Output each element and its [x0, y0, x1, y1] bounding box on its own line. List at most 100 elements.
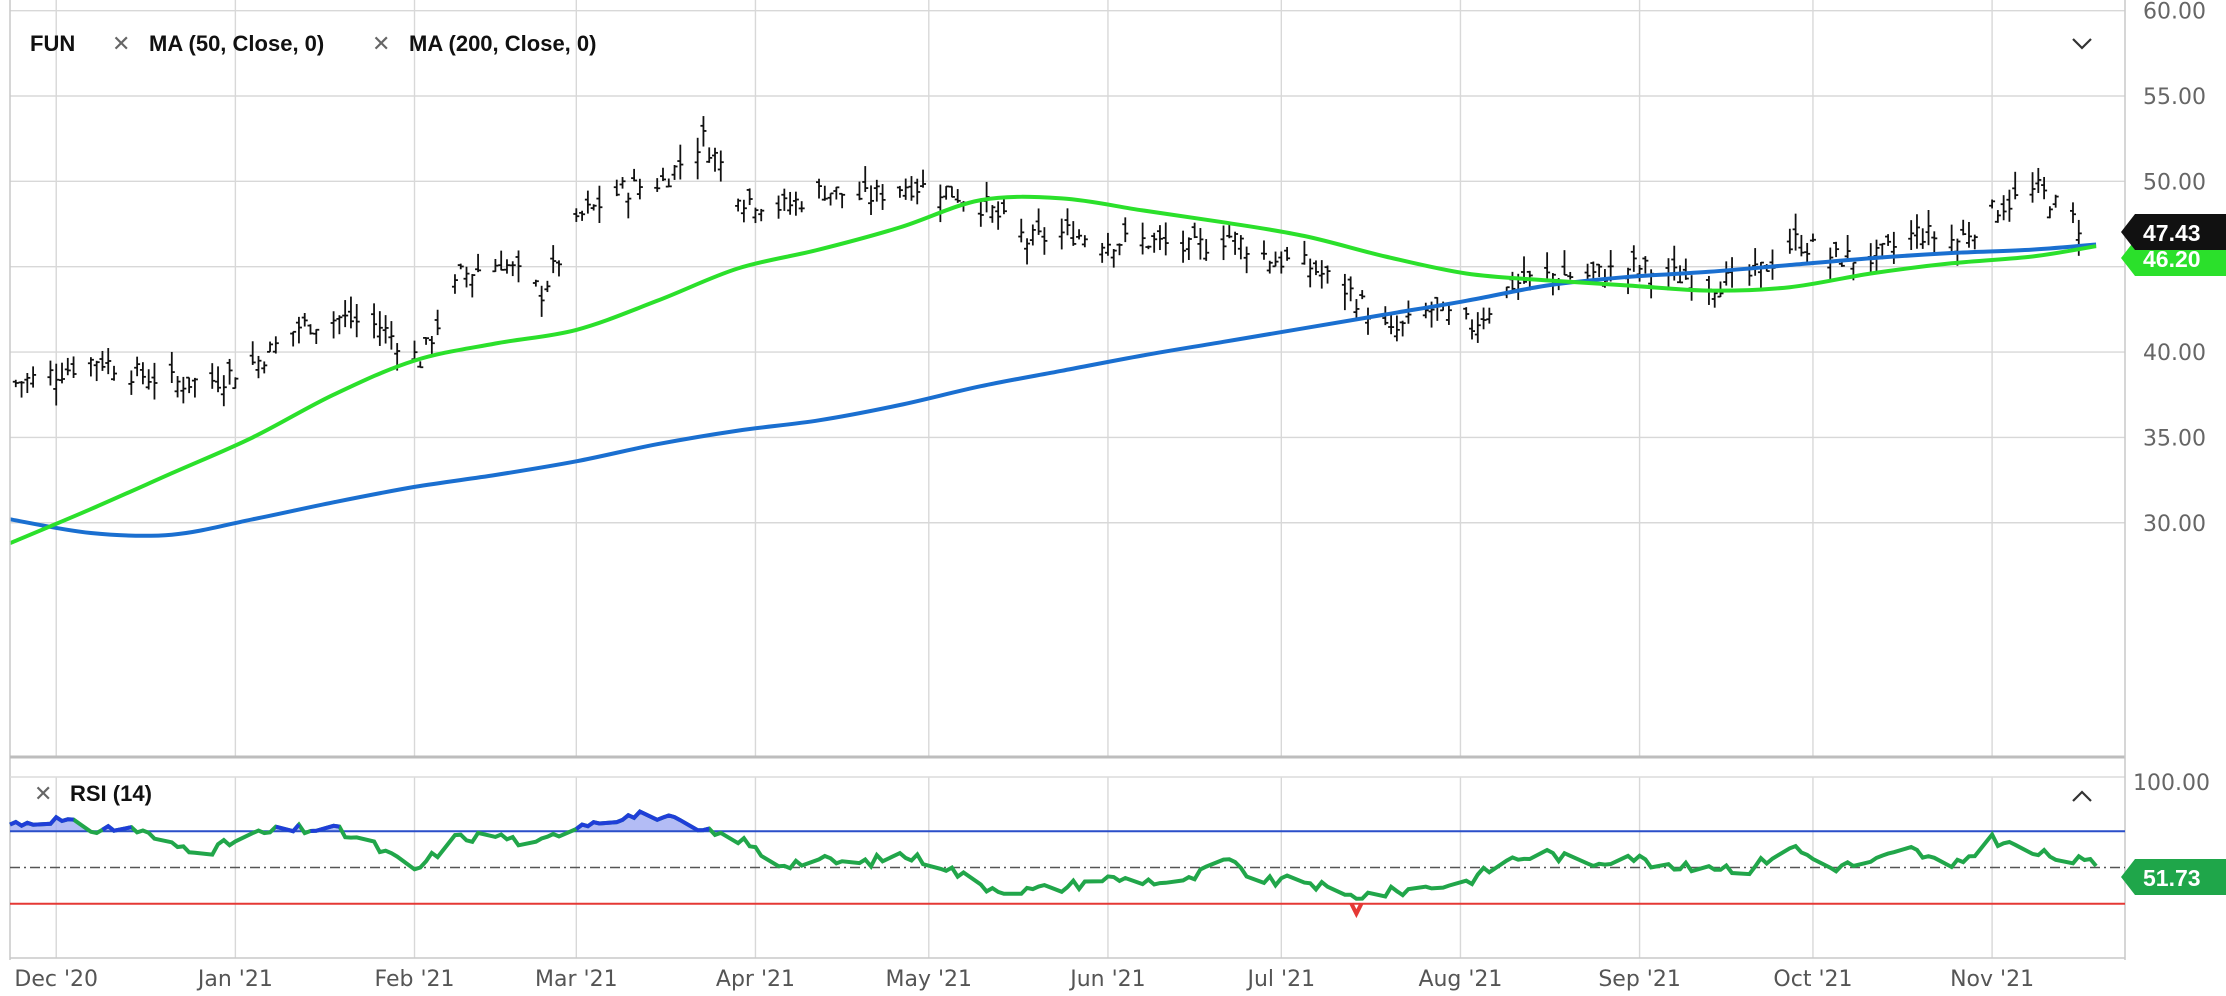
price-bar	[1122, 217, 1129, 243]
price-bar	[417, 361, 424, 369]
main-legend: FUN ✕ MA (50, Close, 0) ✕ MA (200, Close…	[30, 31, 2092, 57]
price-bar	[1278, 251, 1285, 274]
price-bar	[1145, 245, 1152, 250]
symbol-label: FUN	[30, 31, 75, 56]
price-bar	[1185, 237, 1192, 261]
price-bar	[821, 185, 828, 201]
price-bar	[1786, 228, 1793, 254]
price-bar	[2041, 176, 2048, 200]
price-bar	[619, 177, 626, 189]
price-bar	[423, 336, 430, 345]
price-bar	[625, 192, 632, 219]
price-bar	[2035, 167, 2042, 193]
close-icon[interactable]: ✕	[372, 32, 390, 57]
price-bar	[70, 356, 77, 378]
chevron-down-icon[interactable]	[2072, 38, 2092, 50]
price-bar	[798, 201, 805, 213]
price-bar	[1081, 235, 1088, 248]
price-bar	[1237, 235, 1244, 260]
price-bar	[272, 336, 279, 354]
price-bar	[1636, 264, 1643, 282]
price-bar	[434, 309, 441, 336]
price-bar	[1156, 225, 1163, 251]
price-bar	[469, 274, 476, 298]
price-bar	[463, 266, 470, 288]
price-bar	[105, 348, 112, 375]
rsi-legend-label[interactable]: RSI (14)	[70, 781, 152, 806]
price-bar	[1000, 199, 1007, 215]
price-bar	[989, 205, 996, 223]
price-bar	[111, 365, 118, 381]
price-bar	[347, 296, 354, 329]
price-bar	[937, 184, 944, 223]
price-bar	[781, 188, 788, 211]
price-bar	[498, 250, 505, 271]
price-bar	[1971, 234, 1978, 250]
time-tick-label: Aug '21	[1418, 967, 1502, 992]
price-bar	[1324, 265, 1331, 284]
price-bar	[746, 188, 753, 206]
price-bar	[1110, 249, 1117, 268]
price-bar	[261, 361, 268, 374]
price-bar	[1584, 263, 1591, 279]
price-bar	[579, 210, 586, 221]
chevron-up-icon[interactable]	[2072, 790, 2092, 802]
price-bar	[792, 191, 799, 216]
ma200-series-line	[9, 242, 2097, 538]
price-bar	[191, 377, 198, 398]
price-bar	[492, 258, 499, 273]
price-bar	[1104, 232, 1111, 256]
price-bar	[1203, 239, 1210, 261]
price-bar	[1388, 313, 1395, 335]
price-bar	[1486, 307, 1493, 324]
price-bar	[1642, 256, 1649, 274]
price-bar	[590, 204, 597, 211]
price-bar	[1422, 302, 1429, 319]
rsi-top-tick: 100.00	[2133, 771, 2210, 796]
price-gridlines	[10, 9, 2125, 524]
price-bar	[677, 144, 684, 180]
price-bar	[382, 315, 389, 344]
price-bar	[1844, 234, 1851, 259]
price-bar	[544, 280, 551, 293]
ma200-legend-label[interactable]: MA (200, Close, 0)	[409, 31, 596, 56]
price-bar	[816, 178, 823, 199]
price-bar	[186, 376, 193, 394]
close-icon[interactable]: ✕	[112, 32, 130, 57]
svg-text:51.73: 51.73	[2143, 865, 2201, 891]
price-bar	[573, 208, 580, 222]
price-bar	[99, 350, 106, 371]
time-tick-label: Nov '21	[1950, 967, 2034, 992]
price-bar	[330, 311, 337, 339]
price-bar	[1162, 222, 1169, 256]
ma50-legend-label[interactable]: MA (50, Close, 0)	[149, 31, 324, 56]
price-bar	[694, 137, 701, 180]
price-bar	[209, 363, 216, 389]
price-bar	[1018, 218, 1025, 243]
price-bar	[1070, 221, 1077, 246]
price-bar	[388, 321, 395, 350]
price-bar	[1197, 228, 1204, 260]
price-tick-label: 50.00	[2143, 170, 2206, 195]
price-bar	[1139, 222, 1146, 255]
price-bar	[87, 357, 94, 377]
price-bar	[908, 176, 915, 201]
price-bar	[995, 201, 1002, 230]
close-icon[interactable]: ✕	[34, 782, 52, 807]
price-bar	[128, 370, 135, 395]
price-bar	[451, 274, 458, 294]
price-bar	[1064, 208, 1071, 236]
price-bar	[740, 199, 747, 223]
time-tick-label: Jul '21	[1246, 967, 1316, 992]
price-bar	[1341, 273, 1348, 311]
price-tick-label: 35.00	[2143, 426, 2206, 451]
price-bar	[290, 330, 297, 347]
price-bar	[787, 191, 794, 215]
price-bar	[1989, 199, 1996, 209]
rsi-value-badge: 51.73	[2121, 859, 2226, 895]
price-bar	[1434, 296, 1441, 321]
price-bar	[775, 195, 782, 219]
price-bar	[1318, 260, 1325, 289]
price-bar	[1076, 229, 1083, 240]
